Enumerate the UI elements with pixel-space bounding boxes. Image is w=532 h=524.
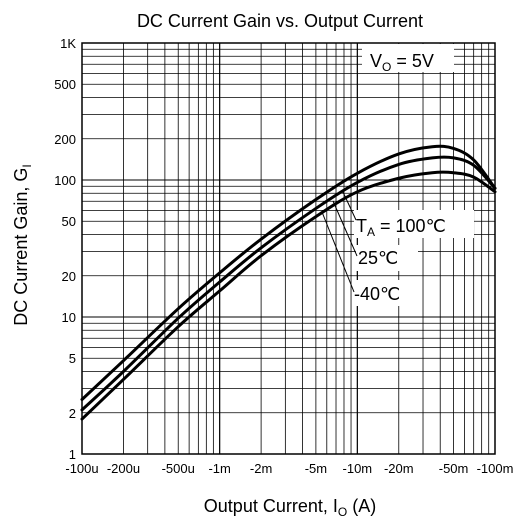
y-tick-label: 1 <box>69 447 76 462</box>
x-tick-label: -100m <box>477 461 514 476</box>
label-bg-neg40 <box>352 280 418 306</box>
x-tick-label: -5m <box>305 461 327 476</box>
x-tick-label: -2m <box>250 461 272 476</box>
x-tick-label: -1m <box>208 461 230 476</box>
y-tick-label: 5 <box>69 351 76 366</box>
series-line-2 <box>80 170 497 421</box>
grid <box>81 42 496 455</box>
series-label-25: 25℃ <box>358 248 398 268</box>
chart-title: DC Current Gain vs. Output Current <box>137 11 423 31</box>
x-tick-label: -10m <box>343 461 373 476</box>
y-axis-title: DC Current Gain, GI <box>11 164 34 325</box>
x-tick-label: -100u <box>65 461 98 476</box>
series-label-neg40: -40℃ <box>354 284 400 304</box>
series-line-1 <box>80 155 497 412</box>
x-tick-label: -200u <box>107 461 140 476</box>
x-tick-label: -500u <box>162 461 195 476</box>
y-tick-label: 200 <box>54 132 76 147</box>
leader-line-25 <box>332 200 358 257</box>
y-tick-label: 500 <box>54 77 76 92</box>
y-tick-label: 20 <box>62 269 76 284</box>
plot-frame <box>81 42 496 455</box>
series-layer <box>80 144 497 421</box>
x-tick-label: -50m <box>439 461 469 476</box>
y-tick-labels: 1 2 5 10 20 50 100 200 500 1K <box>54 36 76 462</box>
x-tick-labels: -100u -200u -500u -1m -2m -5m -10m -20m -50m -100… <box>65 461 513 476</box>
condition-label: VO = 5V <box>370 51 434 74</box>
series-line-0 <box>80 144 497 401</box>
condition-box <box>362 44 454 72</box>
x-tick-label: -20m <box>384 461 414 476</box>
y-tick-label: 1K <box>60 36 76 51</box>
y-tick-label: 10 <box>62 310 76 325</box>
label-bg-25 <box>356 245 418 271</box>
leader-line-100 <box>342 191 357 221</box>
series-label-100: TA = 100℃ <box>356 216 446 239</box>
y-tick-label: 100 <box>54 173 76 188</box>
y-tick-label: 2 <box>69 406 76 421</box>
y-tick-label: 50 <box>62 214 76 229</box>
label-bg-100 <box>354 210 474 238</box>
leader-line-neg40 <box>321 211 355 293</box>
x-axis-title: Output Current, IO (A) <box>204 496 376 519</box>
